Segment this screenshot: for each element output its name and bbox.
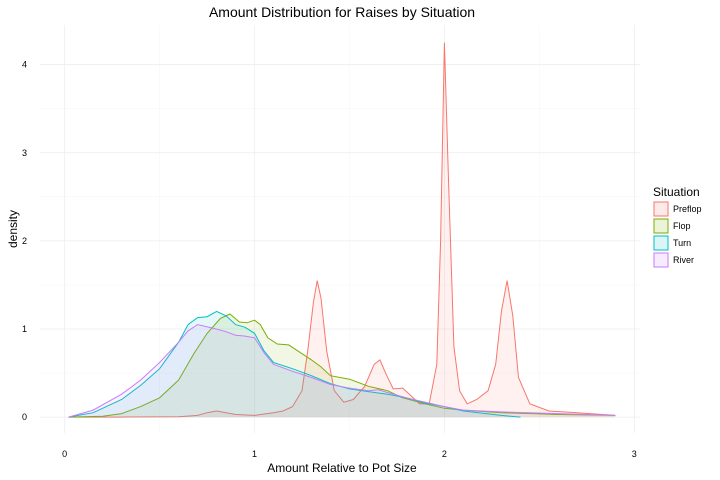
legend-label-flop: Flop xyxy=(673,221,691,231)
legend-key-turn xyxy=(653,235,669,251)
y-tick-label: 3 xyxy=(22,148,27,158)
legend-label-river: River xyxy=(673,255,694,265)
x-tick-label: 0 xyxy=(62,449,67,459)
y-axis-title: density xyxy=(6,210,20,248)
preflop-density-fill xyxy=(68,42,616,418)
grid xyxy=(40,25,640,433)
legend-label-preflop: Preflop xyxy=(673,204,702,214)
chart-title: Amount Distribution for Raises by Situat… xyxy=(209,4,475,20)
x-tick-label: 3 xyxy=(632,449,637,459)
y-tick-label: 4 xyxy=(22,60,27,70)
legend-label-turn: Turn xyxy=(673,238,691,248)
legend: Situation Preflop Flop Turn River xyxy=(653,185,702,268)
river-density-fill xyxy=(68,324,616,418)
density-areas xyxy=(68,42,616,418)
legend-key-river xyxy=(653,252,669,268)
legend-title: Situation xyxy=(653,185,700,199)
y-tick-label: 1 xyxy=(22,324,27,334)
x-axis-title: Amount Relative to Pot Size xyxy=(267,461,417,475)
legend-key-preflop xyxy=(653,201,669,217)
flop-density-fill xyxy=(68,314,616,418)
x-tick-label: 1 xyxy=(252,449,257,459)
preflop-density-line xyxy=(68,42,616,418)
y-tick-labels: 0 1 2 3 4 xyxy=(22,60,27,422)
legend-key-flop xyxy=(653,218,669,234)
flop-density-line xyxy=(68,313,616,418)
y-tick-label: 2 xyxy=(22,236,27,246)
river-density-line xyxy=(68,324,616,418)
y-tick-label: 0 xyxy=(22,412,27,422)
x-tick-label: 2 xyxy=(442,449,447,459)
x-tick-labels: 0 1 2 3 xyxy=(62,449,637,459)
